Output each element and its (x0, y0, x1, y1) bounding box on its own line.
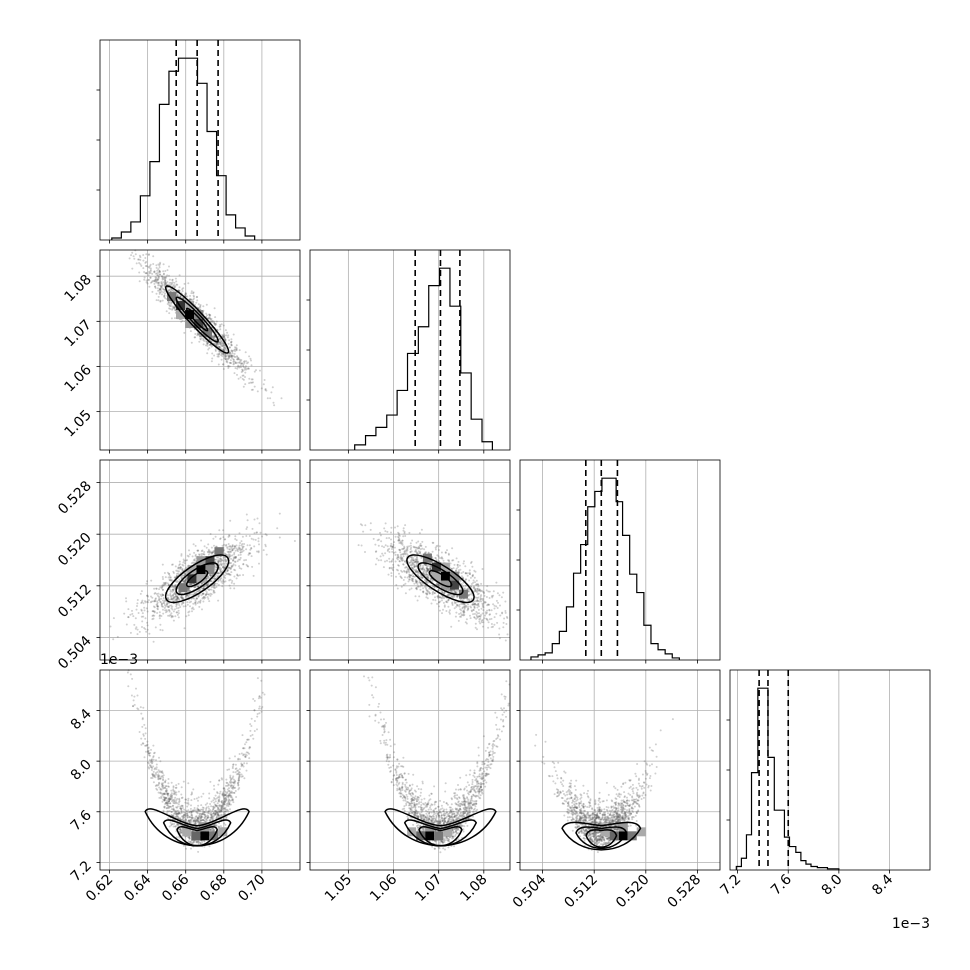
panel-frame (309, 459, 511, 661)
y-tick-label: 0.504 (55, 633, 95, 673)
contour-line (575, 826, 628, 849)
scatter-points (363, 675, 511, 854)
panel-frame (519, 669, 721, 871)
density-cell (187, 565, 197, 575)
contour-line (406, 554, 475, 604)
density-cell (425, 831, 435, 841)
y-offset-label: 1e−3 (100, 652, 138, 668)
contour-line (175, 296, 219, 343)
y-tick-label: 0.520 (55, 530, 95, 570)
histogram-step (111, 57, 256, 240)
panel-frame (99, 249, 301, 451)
contour-line (175, 562, 219, 596)
x-tick-label: 0.70 (235, 872, 268, 905)
density-cell (178, 583, 188, 593)
density-cell (182, 827, 192, 837)
y-tick-label: 0.528 (55, 478, 95, 518)
contour-line (561, 821, 642, 851)
density-cell (627, 831, 637, 841)
density-cell (191, 831, 201, 841)
x-tick-label: 0.528 (665, 872, 705, 912)
density-cell (443, 827, 453, 837)
density-cell (636, 827, 646, 837)
density-cell (600, 827, 610, 837)
x-tick-label: 0.66 (159, 871, 192, 904)
y-tick-label: 8.0 (68, 757, 95, 784)
panel-frame (519, 459, 721, 661)
y-tick-label: 1.07 (61, 317, 94, 350)
density-cell (196, 574, 206, 584)
y-tick-label: 1.06 (61, 362, 94, 395)
density-cell (196, 565, 206, 575)
x-tick-label: 0.512 (561, 872, 601, 912)
x-offset-label: 1e−3 (892, 916, 930, 932)
contour-line (144, 808, 250, 847)
y-tick-label: 1.08 (61, 272, 94, 305)
density-cell (449, 580, 459, 590)
x-tick-label: 0.520 (613, 872, 653, 912)
x-tick-label: 8.0 (819, 872, 846, 899)
density-cell (176, 301, 186, 311)
panel-frame (99, 39, 301, 241)
scatter-points (357, 522, 509, 642)
density-cell (200, 831, 210, 841)
x-tick-label: 0.504 (510, 871, 550, 911)
contour-line (585, 829, 618, 848)
x-tick-label: 0.68 (197, 872, 230, 905)
histogram-step (530, 477, 680, 660)
density-cell (218, 827, 228, 837)
y-tick-label: 7.6 (68, 807, 95, 834)
x-tick-label: 7.6 (768, 871, 795, 898)
density-cell (205, 565, 215, 575)
contour-line (384, 808, 497, 847)
density-cell (618, 831, 628, 841)
scatter-points (128, 249, 283, 407)
density-cell (185, 319, 195, 329)
x-tick-label: 0.62 (83, 872, 116, 905)
panel-frame (99, 669, 301, 871)
panel-frame (729, 669, 931, 871)
histogram-step (354, 267, 493, 450)
panel-frame (309, 249, 511, 451)
x-tick-label: 1.05 (322, 872, 355, 905)
density-cell (176, 310, 186, 320)
density-cell (618, 822, 628, 832)
x-tick-label: 1.07 (412, 872, 445, 905)
contour-line (164, 554, 230, 604)
y-tick-label: 0.512 (55, 581, 95, 621)
contour-line (428, 570, 453, 588)
x-tick-label: 1.06 (367, 871, 400, 904)
contour-line (417, 562, 464, 596)
density-cell (187, 574, 197, 584)
density-cell (458, 589, 468, 599)
density-cell (214, 547, 224, 557)
panel-frame (309, 669, 511, 871)
x-tick-label: 7.2 (717, 872, 744, 899)
x-tick-label: 1.08 (457, 872, 490, 905)
x-tick-label: 8.4 (869, 871, 896, 898)
histogram-step (735, 687, 840, 870)
density-cell (203, 328, 213, 338)
density-cell (167, 292, 177, 302)
contour-line (164, 285, 230, 354)
density-cell (609, 831, 619, 841)
density-cell (407, 827, 417, 837)
density-cell (425, 822, 435, 832)
density-cell (205, 556, 215, 566)
y-tick-label: 8.4 (68, 706, 95, 733)
x-tick-label: 0.64 (121, 871, 154, 904)
y-tick-label: 7.2 (68, 858, 95, 885)
contour-line (185, 570, 209, 588)
density-cell (449, 571, 459, 581)
panel-frame (99, 459, 301, 661)
density-cell (416, 831, 426, 841)
density-cell (431, 571, 441, 581)
contour-line (185, 307, 209, 332)
density-cell (434, 831, 444, 841)
y-tick-label: 1.05 (61, 407, 94, 440)
